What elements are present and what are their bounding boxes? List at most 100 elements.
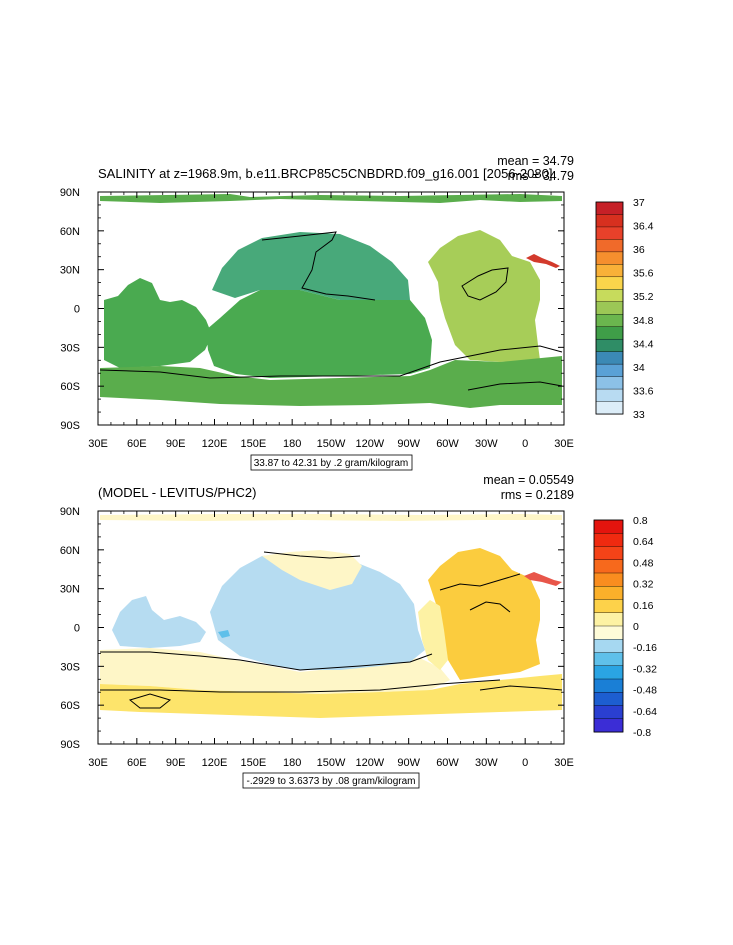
x-tick-label: 180 [283, 757, 301, 769]
colorbar-swatch [593, 572, 624, 587]
x-tick-label: 150E [240, 757, 266, 769]
region-indian [104, 278, 212, 368]
y-tick-label: 30S [60, 661, 80, 673]
colorbar-label: 0.8 [633, 515, 648, 527]
panel-salinity: SALINITY at z=1968.9m, b.e11.BRCP85C5CNB… [60, 154, 654, 471]
y-tick-label: 60S [60, 700, 80, 712]
panel-1-mean: mean = 34.79 [497, 154, 574, 168]
panel-2-axes: 30E 60E 90E 120E 150E 180 150W 120W 90W 60W 30W 0 30… [60, 506, 574, 769]
colorbar-label: 35.6 [633, 268, 654, 280]
colorbar-swatch [595, 276, 624, 290]
region-med-high [524, 572, 562, 586]
contour-line [479, 685, 563, 691]
x-tick-label: 120E [202, 438, 228, 450]
colorbar-label: 33 [633, 409, 645, 421]
colorbar-swatch [595, 376, 624, 390]
y-tick-label: 30N [60, 584, 80, 596]
colorbar-label: 0 [633, 621, 639, 633]
colorbar-label: 36.4 [633, 221, 654, 233]
colorbar-swatch [593, 612, 624, 627]
colorbar-swatch [593, 625, 624, 640]
region-arctic [100, 514, 562, 521]
colorbar-label: 0.64 [633, 536, 654, 548]
contour-line [128, 693, 172, 709]
colorbar-swatch [595, 301, 624, 315]
panel-1-contour-info: 33.87 to 42.31 by .2 gram/kilogram [250, 454, 413, 471]
y-tick-label: 60N [60, 226, 80, 238]
colorbar-swatch [595, 214, 624, 228]
x-tick-label: 0 [522, 757, 528, 769]
region-south-band [100, 648, 450, 694]
region-southern [100, 356, 562, 408]
y-tick-label: 90N [60, 187, 80, 199]
colorbar-swatch [595, 351, 624, 365]
region-atlantic [428, 230, 540, 362]
x-tick-label: 30E [554, 438, 574, 450]
region-pacific [206, 290, 432, 378]
y-tick-label: 60N [60, 545, 80, 557]
colorbar-label: -0.8 [633, 727, 651, 739]
colorbar-swatch [593, 678, 624, 693]
y-tick-label: 90S [60, 420, 80, 432]
colorbar-label: 0.32 [633, 579, 654, 591]
colorbar-swatch [593, 519, 624, 534]
colorbar-swatch [593, 559, 624, 574]
panel-2-contour-info: -.2929 to 3.6373 by .08 gram/kilogram [242, 772, 420, 789]
colorbar-swatch [595, 388, 624, 403]
colorbar-swatch [593, 652, 624, 667]
region-indian [112, 596, 206, 648]
colorbar-label: 36 [633, 244, 645, 256]
contour-line [99, 345, 563, 379]
x-tick-label: 0 [522, 438, 528, 450]
contour-line [469, 601, 511, 613]
colorbar-label: 33.6 [633, 385, 654, 397]
x-tick-label: 150E [240, 438, 266, 450]
colorbar-swatch [593, 533, 624, 548]
colorbar-swatch [595, 226, 624, 240]
y-tick-label: 30N [60, 265, 80, 277]
x-tick-label: 90W [397, 757, 420, 769]
x-tick-label: 60E [127, 757, 147, 769]
colorbar-label: -0.48 [633, 685, 657, 697]
x-tick-label: 60W [436, 757, 459, 769]
colorbar-swatch [593, 599, 624, 614]
colorbar-swatch [593, 692, 624, 707]
colorbar-label: -0.64 [633, 706, 657, 718]
colorbar-label: 34.4 [633, 338, 654, 350]
x-tick-label: 90E [166, 438, 186, 450]
panel-difference: (MODEL - LEVITUS/PHC2) mean = 0.05549 rm… [60, 473, 657, 789]
region-indian-blue-patch [218, 630, 230, 638]
colorbar-swatch [593, 705, 624, 720]
contour-line [100, 651, 433, 671]
panel-2-contour-box [242, 772, 420, 789]
colorbar-label: 0.48 [633, 557, 654, 569]
x-tick-label: 180 [283, 438, 301, 450]
region-north-pacific-yellow [262, 550, 362, 590]
colorbar-swatch [595, 251, 624, 265]
y-tick-label: 90S [60, 739, 80, 751]
colorbar-label: 34.8 [633, 315, 654, 327]
contour-line [467, 381, 563, 391]
x-tick-label: 60E [127, 438, 147, 450]
x-tick-label: 30E [88, 757, 108, 769]
x-tick-label: 30W [475, 438, 498, 450]
y-tick-label: 30S [60, 342, 80, 354]
colorbar-swatch [593, 718, 624, 733]
x-tick-label: 120W [355, 757, 384, 769]
panel-2-contour-text: -.2929 to 3.6373 by .08 gram/kilogram [247, 776, 416, 787]
colorbar-label: 35.2 [633, 291, 654, 303]
panel-1-title: SALINITY at z=1968.9m, b.e11.BRCP85C5CNB… [98, 166, 552, 181]
colorbar-swatch [595, 314, 624, 328]
colorbar-swatch [593, 546, 624, 561]
contour-line [439, 573, 521, 591]
colorbar-label: 0.16 [633, 600, 654, 612]
panel-1-colorbar: 37 36.4 36 35.6 35.2 34.8 34.4 34 33.6 33 [595, 197, 654, 421]
colorbar-swatch [595, 326, 624, 340]
panel-2-rms: rms = 0.2189 [501, 488, 574, 502]
colorbar-swatch [595, 401, 624, 415]
panel-1-map-field [99, 194, 563, 408]
region-pacific [210, 552, 425, 670]
colorbar-swatch [595, 239, 624, 253]
x-tick-label: 120E [202, 757, 228, 769]
